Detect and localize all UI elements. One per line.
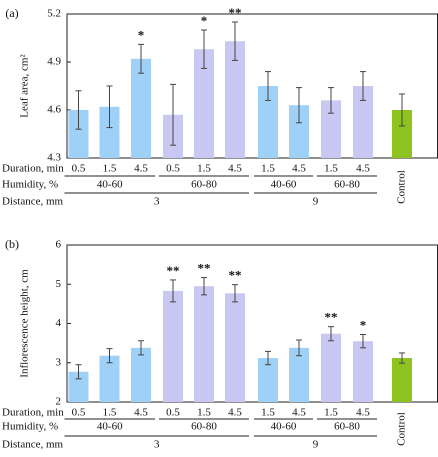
panel-label: (a) [5, 6, 18, 20]
bar [258, 358, 278, 402]
y-tick-label: 5.2 [47, 8, 61, 20]
bar [258, 86, 278, 158]
bar [321, 333, 341, 402]
y-axis-label: Inflorescence height, cm [19, 269, 31, 378]
duration-label: 1.5 [103, 163, 117, 175]
y-tick-label: 4.3 [47, 152, 61, 164]
bar [225, 41, 245, 159]
bar [99, 106, 120, 158]
distance-label: 3 [154, 196, 160, 208]
duration-label: 4.5 [292, 163, 306, 175]
y-tick-label: 4 [56, 317, 62, 329]
distance-label: 3 [154, 439, 160, 451]
humidity-row-label: Humidity, % [2, 179, 58, 191]
significance-mark: * [138, 27, 145, 42]
control-label: Control [396, 412, 408, 446]
y-tick-label: 2 [56, 396, 62, 408]
duration-row-label: Duration, min [2, 163, 64, 175]
duration-label: 0.5 [72, 163, 86, 175]
plot-frame [66, 13, 438, 159]
duration-label: 1.5 [197, 163, 211, 175]
y-tick-label: 4.9 [47, 56, 61, 68]
bar [131, 58, 151, 158]
humidity-label: 60-80 [191, 421, 217, 433]
distance-row-label: Distance, mm [2, 196, 64, 208]
bar [131, 347, 151, 402]
panel-label: (b) [5, 237, 19, 251]
bar [392, 110, 412, 158]
bar [68, 371, 89, 402]
significance-mark: * [360, 317, 367, 332]
duration-label: 1.5 [324, 407, 338, 419]
humidity-label: 60-80 [334, 421, 360, 433]
duration-row-label: Duration, min [2, 407, 64, 419]
duration-label: 0.5 [72, 407, 86, 419]
bar [194, 49, 214, 159]
duration-label: 0.5 [166, 163, 180, 175]
duration-label: 4.5 [134, 163, 148, 175]
distance-label: 9 [313, 439, 319, 451]
y-tick-label: 4.6 [47, 104, 61, 116]
duration-label: 4.5 [228, 407, 242, 419]
y-axis-label: Leaf area, cm² [19, 54, 31, 118]
bar [194, 286, 214, 402]
humidity-label: 40-60 [271, 179, 297, 191]
bar [289, 347, 309, 402]
duration-label: 4.5 [356, 407, 370, 419]
humidity-label: 60-80 [191, 179, 217, 191]
distance-label: 9 [313, 196, 319, 208]
y-tick-label: 5 [56, 278, 62, 290]
humidity-label: 60-80 [334, 179, 360, 191]
plot-frame [66, 244, 438, 403]
significance-mark: ** [229, 5, 242, 20]
humidity-row-label: Humidity, % [2, 421, 58, 433]
significance-mark: ** [229, 268, 242, 283]
duration-label: 4.5 [134, 407, 148, 419]
duration-label: 1.5 [103, 407, 117, 419]
bar [225, 293, 245, 402]
duration-label: 4.5 [356, 163, 370, 175]
humidity-label: 40-60 [271, 421, 297, 433]
humidity-label: 40-60 [97, 179, 123, 191]
bar [321, 100, 341, 158]
bar [163, 290, 183, 402]
bar [353, 86, 373, 158]
distance-row-label: Distance, mm [2, 439, 64, 451]
duration-label: 1.5 [261, 163, 275, 175]
significance-mark: ** [167, 263, 180, 278]
humidity-label: 40-60 [97, 421, 123, 433]
bar [392, 358, 412, 402]
bar [68, 110, 89, 158]
significance-mark: * [201, 13, 208, 28]
duration-label: 4.5 [292, 407, 306, 419]
duration-label: 4.5 [228, 163, 242, 175]
bar [289, 105, 309, 158]
control-label: Control [396, 170, 408, 204]
y-tick-label: 6 [56, 239, 62, 251]
duration-label: 1.5 [324, 163, 338, 175]
duration-label: 1.5 [261, 407, 275, 419]
y-tick-label: 3 [56, 356, 62, 368]
duration-label: 1.5 [197, 407, 211, 419]
significance-mark: ** [198, 261, 211, 276]
duration-label: 0.5 [166, 407, 180, 419]
bar [99, 355, 120, 402]
bar [353, 341, 373, 402]
significance-mark: ** [325, 310, 338, 325]
